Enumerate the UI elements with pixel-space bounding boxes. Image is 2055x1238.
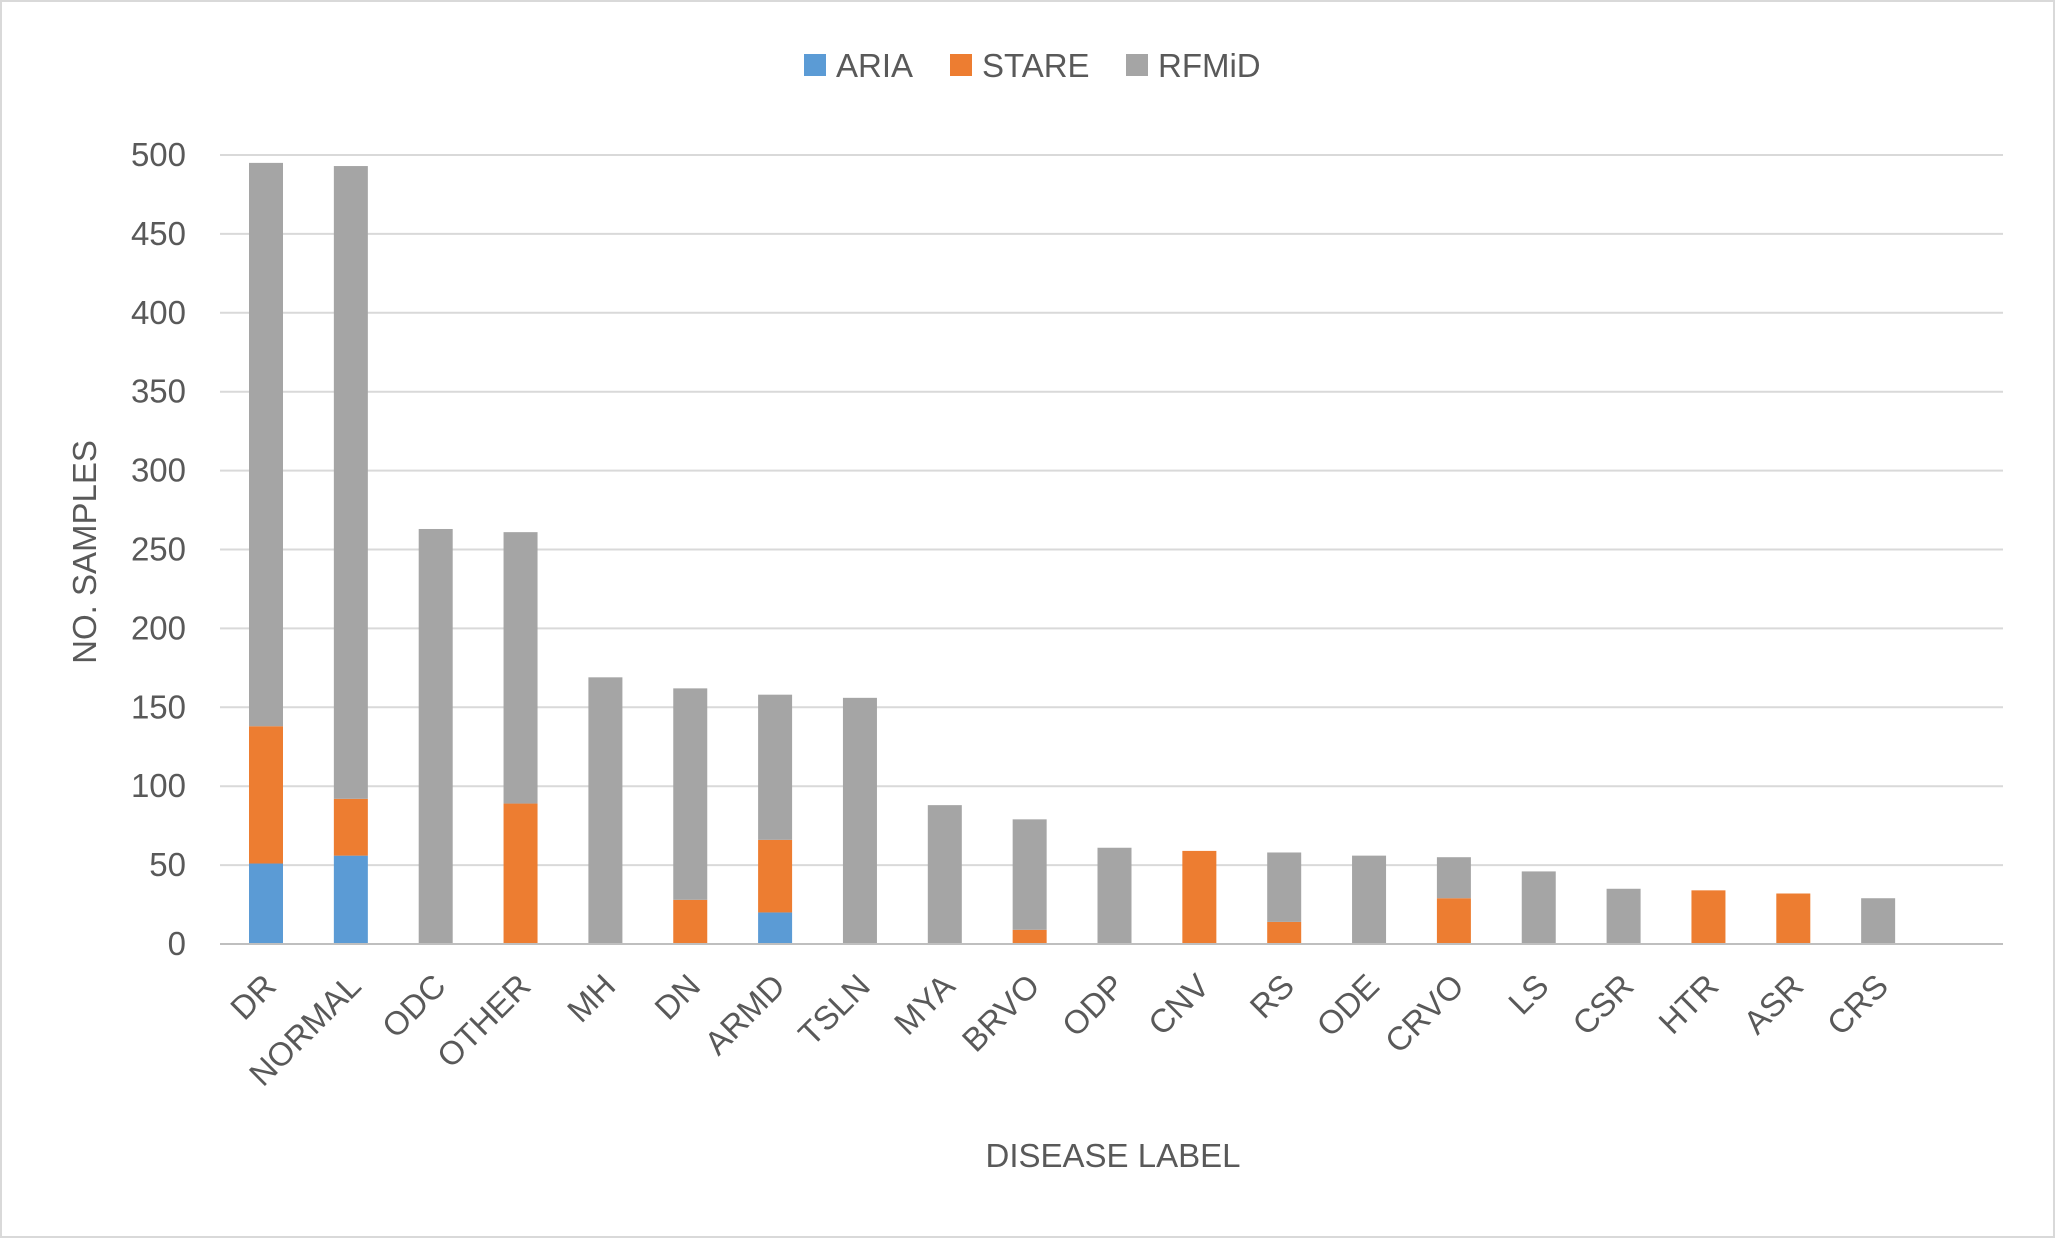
y-tick-label: 500 [131,136,186,173]
legend-label: STARE [982,47,1090,84]
legend-label: ARIA [836,47,913,84]
y-tick-label: 450 [131,215,186,252]
bar-normal-rfmid [333,166,368,799]
y-tick-label: 150 [131,688,186,725]
bar-asr-stare [1776,893,1811,944]
bar-dn-rfmid [673,688,708,900]
y-tick-label: 350 [131,373,186,410]
bar-odc-rfmid [418,528,453,944]
bar-armd-aria [758,912,793,944]
y-tick-label: 200 [131,609,186,646]
bar-csr-rfmid [1606,888,1641,944]
bar-crs-rfmid [1861,898,1896,944]
bars [249,162,1896,944]
y-tick-label: 400 [131,294,186,331]
bar-dr-rfmid [249,162,283,727]
bar-dn-stare [673,899,708,944]
legend-swatch [804,54,826,76]
bar-odp-rfmid [1097,847,1132,944]
legend-item-aria: ARIA [804,47,913,84]
bar-brvo-stare [1012,929,1047,944]
bar-dr-aria [249,863,283,944]
x-axis-title: DISEASE LABEL [986,1137,1241,1174]
y-axis-title: NO. SAMPLES [66,440,103,664]
bar-ls-rfmid [1521,871,1556,944]
bar-dr-stare [249,726,283,864]
legend-swatch [950,54,972,76]
bar-normal-stare [333,798,368,856]
bar-armd-stare [758,839,793,913]
y-tick-label: 250 [131,531,186,568]
bar-crvo-stare [1436,898,1471,944]
bar-htr-stare [1691,890,1726,944]
legend: ARIA STARE RFMiD [804,47,1261,84]
bar-ode-rfmid [1352,855,1387,944]
bar-mya-rfmid [927,805,962,944]
bar-other-stare [503,803,538,944]
y-axis: 0 50 100 150 200 250 300 350 400 450 500 [131,136,186,962]
bar-rs-rfmid [1267,852,1302,922]
y-tick-label: 0 [168,925,186,962]
bar-cnv-stare [1182,850,1217,944]
bar-mh-rfmid [588,677,623,944]
bar-normal-aria [333,855,368,944]
y-tick-label: 300 [131,452,186,489]
legend-item-rfmid: RFMiD [1126,47,1261,84]
bar-armd-rfmid [758,694,793,840]
legend-swatch [1126,54,1148,76]
y-tick-label: 50 [149,846,186,883]
y-tick-label: 100 [131,767,186,804]
bar-brvo-rfmid [1012,819,1047,930]
bar-rs-stare [1267,921,1302,944]
bar-tsln-rfmid [842,697,877,944]
bar-other-rfmid [503,532,538,804]
legend-label: RFMiD [1158,47,1261,84]
bar-crvo-rfmid [1436,857,1471,899]
legend-item-stare: STARE [950,47,1090,84]
